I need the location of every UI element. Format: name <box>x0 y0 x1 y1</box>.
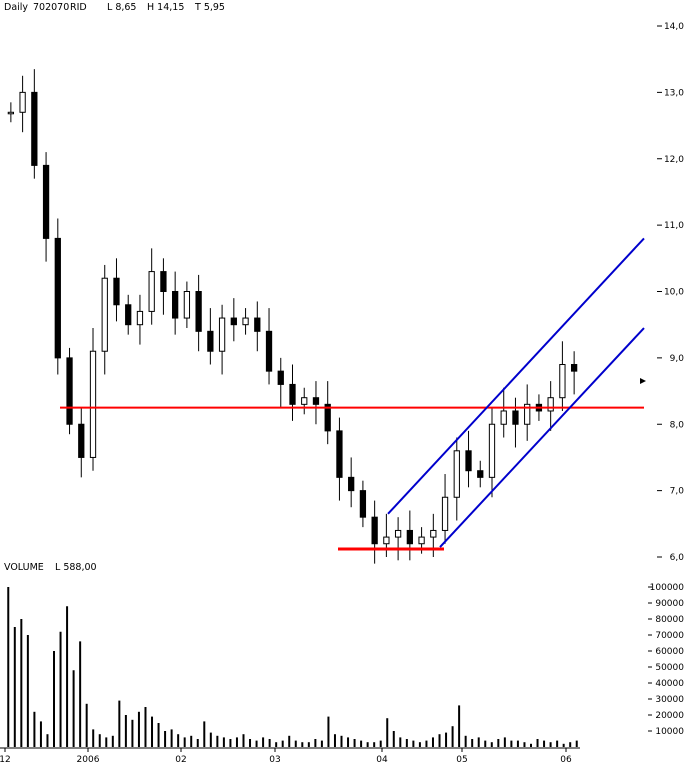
x-axis: 12 2006 02 03 04 05 06 <box>0 748 572 765</box>
candle-up <box>101 277 108 352</box>
price-tick-label: 11,0 <box>664 221 684 231</box>
candle-down <box>265 330 273 372</box>
x-tick-label: 06 <box>560 755 572 765</box>
symbol-label: RID <box>70 2 87 13</box>
candle-down <box>359 490 367 518</box>
candle-up <box>524 403 531 425</box>
candle-down <box>324 403 331 432</box>
candle-up <box>89 350 97 458</box>
candle-down <box>254 317 261 332</box>
candle-up <box>500 410 507 425</box>
candle-down <box>348 476 355 492</box>
candle-down <box>336 430 343 478</box>
volume-tick-label: 80000 <box>655 615 684 625</box>
candle-up <box>418 536 425 545</box>
price-y-axis: 14,0 13,0 12,0 11,0 10,0 9,0 8,0 7,0 6,0 <box>657 22 684 563</box>
candle-down <box>570 364 578 372</box>
candle-down <box>54 237 61 359</box>
candle-up <box>183 291 191 319</box>
candle-down <box>113 277 120 306</box>
price-tick-label: 9,0 <box>670 354 685 364</box>
candle-up <box>394 529 402 538</box>
last-price-marker-icon <box>640 378 646 384</box>
period-label: Daily <box>4 2 28 13</box>
price-tick-label: 12,0 <box>664 155 684 165</box>
price-tick-label: 13,0 <box>664 88 684 98</box>
candlestick-series <box>7 69 578 564</box>
x-tick-label: 02 <box>175 755 186 765</box>
candle-down <box>477 470 484 478</box>
candle-down <box>289 383 296 405</box>
candle-down <box>78 423 85 458</box>
candle-down <box>125 304 132 326</box>
price-tick-label: 10,0 <box>664 288 684 298</box>
volume-y-axis: 100000 90000 80000 70000 60000 50000 40000 3000… <box>648 583 684 737</box>
x-tick-label: 05 <box>456 755 467 765</box>
x-tick-label: 2006 <box>77 755 100 765</box>
volume-title: VOLUME <box>4 562 44 573</box>
candle-down <box>172 291 179 319</box>
volume-tick-label: 90000 <box>655 599 684 609</box>
candle-down <box>66 357 73 425</box>
candle-down <box>160 271 167 292</box>
x-tick-label: 04 <box>376 755 388 765</box>
price-tick-label: 7,0 <box>670 487 685 497</box>
x-tick-label: 12 <box>0 755 11 765</box>
price-tick-label: 6,0 <box>670 553 685 563</box>
code-label: 702070 <box>33 2 69 13</box>
candle-up <box>19 91 26 113</box>
volume-tick-label: 30000 <box>655 695 684 705</box>
low-label: L 8,65 <box>107 2 136 13</box>
volume-tick-label: 20000 <box>655 711 684 721</box>
candle-up <box>148 271 155 312</box>
candle-down <box>406 529 413 545</box>
high-label: H 14,15 <box>147 2 184 13</box>
candle-down <box>31 91 38 166</box>
volume-series <box>7 587 578 747</box>
channel-lower-line <box>439 327 645 548</box>
candle-up <box>242 317 249 326</box>
trend-lines <box>60 237 645 551</box>
candle-down <box>312 397 320 405</box>
candle-down <box>207 330 214 352</box>
volume-tick-label: 60000 <box>655 647 684 657</box>
candle-up <box>383 536 390 545</box>
candle-down <box>512 410 519 425</box>
price-tick-label: 8,0 <box>670 420 685 430</box>
volume-tick-label: 100000 <box>650 583 685 593</box>
candle-up <box>488 423 496 478</box>
candle-up <box>453 450 460 498</box>
candle-up <box>218 317 226 352</box>
volume-last: L 588,00 <box>55 562 97 573</box>
volume-tick-label: 50000 <box>655 663 684 673</box>
candle-down <box>195 291 202 332</box>
volume-tick-label: 10000 <box>655 727 684 737</box>
candle-down <box>42 164 50 239</box>
candle-down <box>371 516 378 545</box>
candle-up <box>301 397 308 405</box>
candle-up <box>136 310 144 326</box>
candle-down <box>230 317 237 326</box>
candle-up <box>547 397 554 412</box>
channel-upper-line <box>387 237 645 515</box>
trough-label: T 5,95 <box>194 2 225 13</box>
candle-up <box>430 529 437 538</box>
x-tick-label: 03 <box>269 755 280 765</box>
volume-tick-label: 40000 <box>655 679 684 689</box>
candle-up <box>441 496 449 531</box>
candle-down <box>277 370 284 385</box>
price-tick-label: 14,0 <box>664 22 684 32</box>
candle-up <box>7 111 15 115</box>
candle-up <box>559 364 566 399</box>
candle-down <box>465 450 472 472</box>
volume-tick-label: 70000 <box>655 631 684 641</box>
